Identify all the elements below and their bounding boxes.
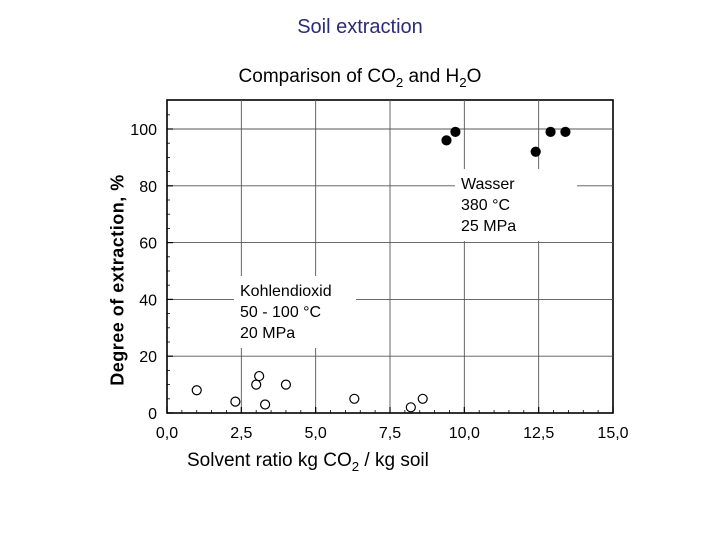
annotations: Kohlendioxid 50 - 100 °C 20 MPa Wasser 380 °… (234, 169, 577, 348)
data-points (191, 126, 571, 413)
x-tick-label: 0,0 (156, 425, 178, 442)
y-tick-label: 20 (139, 349, 157, 366)
data-point-co2 (405, 402, 416, 413)
subtitle-text-3: O (466, 66, 482, 87)
subtitle-subscript-2: 2 (459, 74, 467, 90)
x-tick-label: 12,5 (523, 425, 554, 442)
tick-labels: 0,0 2,5 5,0 7,5 10,0 12,5 15,0 0 20 40 60 80 100 (130, 122, 628, 442)
y-tick-label: 0 (148, 406, 157, 423)
annotation-line: Kohlendioxid (240, 283, 332, 300)
data-point-co2 (251, 379, 262, 390)
x-axis-label: Solvent ratio kg CO2 / kg soil (187, 450, 429, 474)
annotation-line: 25 MPa (461, 218, 516, 235)
data-point-co2 (254, 370, 265, 382)
x-tick-label: 15,0 (597, 425, 628, 442)
y-tick-label: 80 (139, 179, 157, 196)
y-tick-label: 40 (139, 292, 157, 309)
y-axis-label: Degree of extraction, % (107, 174, 128, 386)
data-point-co2 (191, 385, 202, 396)
subtitle-subscript-1: 2 (395, 74, 404, 90)
x-axis-label-text-1: Solvent ratio kg CO (187, 450, 352, 471)
annotation-line: 380 °C (461, 197, 510, 214)
annotation-line: 50 - 100 °C (240, 304, 321, 321)
annotation-background (455, 169, 577, 241)
data-point-water (545, 126, 556, 137)
data-point-co2 (349, 393, 360, 404)
data-point-co2 (260, 399, 271, 410)
subtitle-text-1: Comparison of CO (238, 66, 396, 87)
y-tick-label: 100 (130, 122, 157, 139)
x-axis-label-text-2: / kg soil (359, 450, 429, 471)
chart-subtitle: Comparison of CO2 and H2O (0, 66, 720, 90)
y-tick-label: 60 (139, 236, 157, 253)
annotation-background (234, 276, 356, 348)
data-point-water (530, 146, 541, 157)
annotation-line: 20 MPa (240, 325, 295, 342)
annotation-line: Wasser (461, 176, 515, 193)
grid-lines (167, 100, 613, 413)
data-point-water (441, 135, 452, 146)
x-tick-label: 2,5 (230, 425, 252, 442)
x-tick-label: 10,0 (449, 425, 480, 442)
data-point-co2 (417, 393, 428, 404)
x-tick-label: 7,5 (379, 425, 401, 442)
subtitle-text-2: and H (403, 66, 460, 87)
slide-title: Soil extraction (297, 16, 423, 38)
data-point-water (450, 126, 461, 137)
x-tick-label: 5,0 (305, 425, 327, 442)
data-point-co2 (280, 379, 292, 390)
data-point-water (560, 126, 571, 137)
data-point-co2 (230, 396, 241, 407)
x-axis-label-subscript: 2 (351, 458, 360, 474)
axis-ticks (166, 114, 614, 414)
